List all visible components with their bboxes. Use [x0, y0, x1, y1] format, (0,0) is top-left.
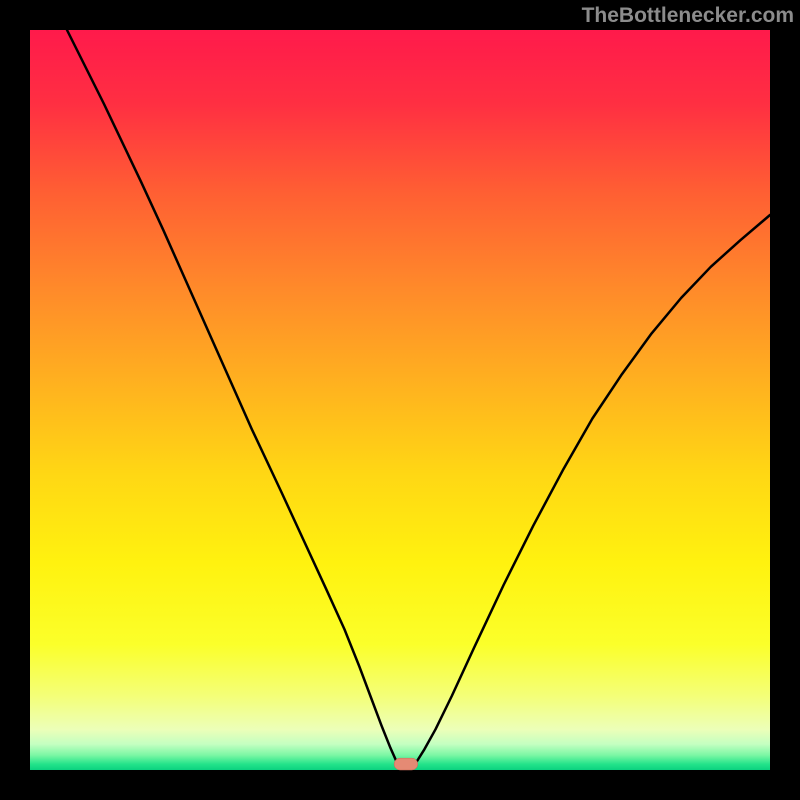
- watermark-text: TheBottlenecker.com: [582, 4, 794, 28]
- chart-frame: TheBottlenecker.com: [0, 0, 800, 800]
- chart-gradient-bg: [30, 30, 770, 770]
- bottleneck-chart: [0, 0, 800, 800]
- optimal-point-marker: [394, 758, 418, 770]
